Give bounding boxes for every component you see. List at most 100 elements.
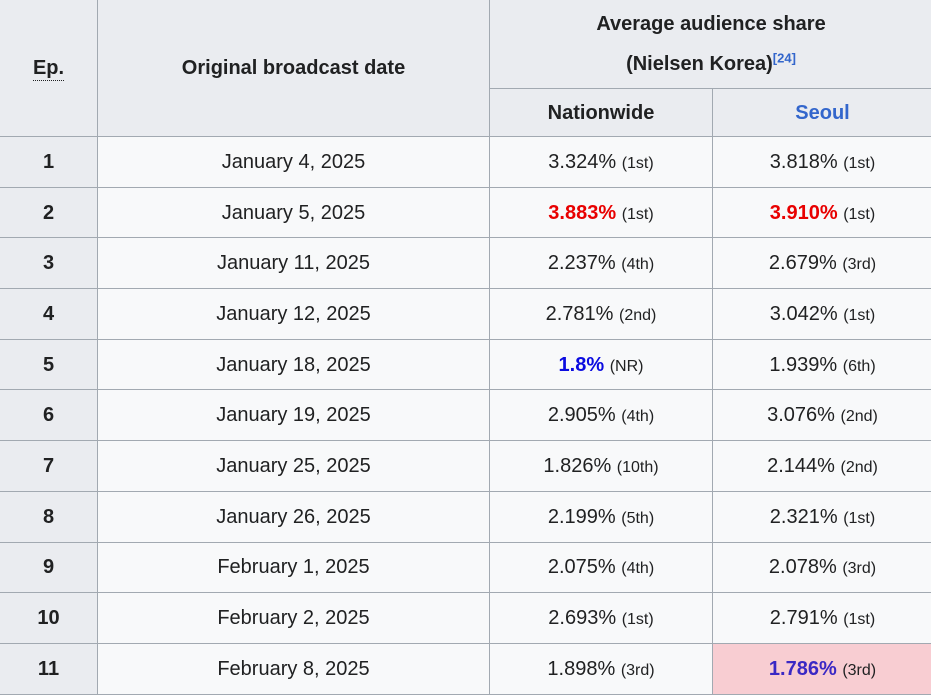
broadcast-date-cell: January 5, 2025 (97, 186, 490, 239)
seoul-rating-cell: 2.679% (3rd) (712, 237, 931, 290)
nationwide-rating-cell: 3.883% (1st) (489, 186, 713, 239)
rating-rank: (3rd) (842, 560, 877, 578)
seoul-rating-cell: 3.910% (1st) (712, 186, 931, 239)
seoul-link[interactable]: Seoul (795, 101, 850, 124)
nationwide-rating-cell: 2.781% (2nd) (489, 288, 713, 340)
ep-cell: 7 (0, 440, 98, 492)
broadcast-date-cell: February 2, 2025 (97, 592, 490, 644)
table-row: 4 January 12, 2025 2.781% (2nd) 3.042% (1st… (0, 288, 931, 340)
rating-value: 3.324% (548, 150, 617, 173)
ep-abbr: Ep. (32, 57, 65, 81)
rating-rank: (2nd) (619, 306, 657, 324)
rating-value: 3.042% (769, 302, 838, 325)
nationwide-rating-cell: 1.8% (NR) (489, 338, 713, 391)
rating-value: 2.075% (547, 556, 616, 579)
broadcast-date-cell: January 18, 2025 (97, 338, 490, 391)
nationwide-rating-cell: 3.324% (1st) (489, 136, 713, 188)
broadcast-date-cell: February 1, 2025 (97, 541, 490, 594)
rating-rank: (1st) (843, 154, 876, 172)
rating-value: 2.144% (767, 454, 835, 477)
reference-24-link[interactable]: [24] (772, 50, 796, 66)
rating-rank: (3rd) (842, 256, 877, 274)
audience-share-title-line1: Average audience share (596, 13, 826, 35)
rating-rank: (2nd) (840, 458, 878, 476)
ep-cell: 1 (0, 136, 98, 188)
date-column-header: Original broadcast date (97, 0, 490, 137)
rating-rank: (2nd) (840, 408, 878, 426)
ep-cell: 8 (0, 490, 98, 543)
rating-rank: (4th) (621, 408, 655, 426)
rating-rank: (1st) (621, 611, 654, 629)
rating-rank: (1st) (843, 205, 876, 223)
table-row: 6 January 19, 2025 2.905% (4th) 3.076% (2nd… (0, 389, 931, 442)
seoul-rating-cell: 2.791% (1st) (712, 592, 931, 644)
ep-cell: 2 (0, 186, 98, 239)
seoul-rating-cell: 2.144% (2nd) (712, 440, 931, 492)
ep-cell: 11 (0, 642, 98, 695)
nationwide-rating-cell: 1.826% (10th) (489, 440, 713, 492)
rating-value: 2.199% (547, 505, 616, 528)
rating-value: 1.939% (769, 353, 838, 376)
rating-value: 3.076% (767, 404, 835, 427)
table-row: 1 January 4, 2025 3.324% (1st) 3.818% (1st) (0, 136, 931, 188)
rating-value: 2.905% (547, 404, 616, 427)
rating-value: 3.883% (548, 201, 617, 224)
nationwide-rating-cell: 2.905% (4th) (489, 389, 713, 442)
table-row: 7 January 25, 2025 1.826% (10th) 2.144% (2n… (0, 440, 931, 492)
rating-rank: (5th) (621, 509, 655, 527)
rating-rank: (1st) (843, 611, 876, 629)
rating-value: 2.679% (768, 252, 837, 275)
seoul-rating-cell: 3.076% (2nd) (712, 389, 931, 442)
ep-cell: 10 (0, 592, 98, 644)
table-row: 9 February 1, 2025 2.075% (4th) 2.078% (3rd… (0, 541, 931, 594)
table-row: 10 February 2, 2025 2.693% (1st) 2.791% (1s… (0, 592, 931, 644)
rating-value: 2.321% (769, 505, 838, 528)
audience-share-title-line2: (Nielsen Korea)[24] (626, 50, 796, 75)
seoul-rating-cell: 3.818% (1st) (712, 136, 931, 188)
rating-rank: (4th) (621, 560, 655, 578)
seoul-column-header: Seoul (712, 88, 931, 137)
ep-cell: 4 (0, 288, 98, 340)
rating-value: 1.8% (558, 353, 605, 376)
seoul-rating-cell: 3.042% (1st) (712, 288, 931, 340)
table-row: 5 January 18, 2025 1.8% (NR) 1.939% (6th) (0, 338, 931, 391)
rating-value: 2.237% (547, 252, 616, 275)
ep-cell: 6 (0, 389, 98, 442)
table-row: 8 January 26, 2025 2.199% (5th) 2.321% (1st… (0, 490, 931, 543)
seoul-rating-cell: 1.939% (6th) (712, 338, 931, 391)
seoul-rating-cell: 1.786% (3rd) (712, 642, 931, 695)
broadcast-date-cell: January 25, 2025 (97, 440, 490, 492)
broadcast-date-cell: January 26, 2025 (97, 490, 490, 543)
nationwide-rating-cell: 1.898% (3rd) (489, 642, 713, 695)
table-row: 3 January 11, 2025 2.237% (4th) 2.679% (3rd… (0, 237, 931, 290)
rating-rank: (NR) (609, 357, 644, 375)
broadcast-date-cell: January 12, 2025 (97, 288, 490, 340)
rating-value: 2.791% (769, 607, 838, 630)
rating-value: 1.786% (768, 657, 837, 680)
rating-rank: (1st) (843, 509, 876, 527)
seoul-rating-cell: 2.078% (3rd) (712, 541, 931, 594)
broadcast-date-cell: January 19, 2025 (97, 389, 490, 442)
rating-rank: (3rd) (842, 661, 877, 679)
broadcast-date-cell: February 8, 2025 (97, 642, 490, 695)
rating-value: 3.818% (769, 150, 838, 173)
rating-rank: (1st) (843, 306, 876, 324)
nationwide-rating-cell: 2.237% (4th) (489, 237, 713, 290)
rating-value: 2.078% (768, 556, 837, 579)
broadcast-date-cell: January 4, 2025 (97, 136, 490, 188)
rating-rank: (6th) (842, 357, 876, 375)
ep-cell: 9 (0, 541, 98, 594)
ep-cell: 3 (0, 237, 98, 290)
rating-rank: (4th) (621, 256, 655, 274)
nationwide-rating-cell: 2.693% (1st) (489, 592, 713, 644)
broadcast-date-cell: January 11, 2025 (97, 237, 490, 290)
table-row: 2 January 5, 2025 3.883% (1st) 3.910% (1st) (0, 186, 931, 239)
rating-rank: (1st) (621, 154, 654, 172)
rating-value: 1.826% (543, 454, 612, 477)
ep-column-header: Ep. (0, 0, 98, 137)
nationwide-column-header: Nationwide (489, 88, 713, 137)
ep-cell: 5 (0, 338, 98, 391)
rating-value: 2.781% (545, 302, 614, 325)
rating-value: 1.898% (547, 657, 616, 680)
